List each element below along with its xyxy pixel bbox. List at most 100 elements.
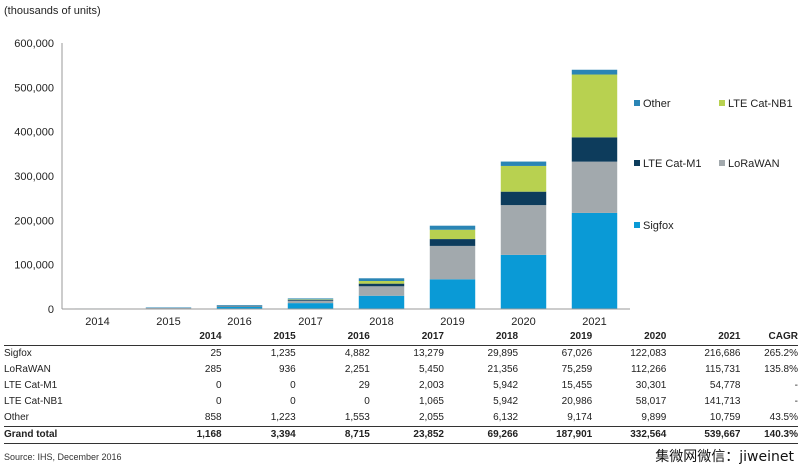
table-cell: 112,266 [630,364,667,375]
table-header-cell: 2020 [592,329,667,346]
x-tick-label: 2015 [156,316,180,328]
bar-segment-other [358,278,405,282]
bar-segment-lorawan [216,305,263,307]
table-cell: 0 [216,380,222,391]
table-cell: 122,083 [630,348,667,359]
y-tick-label: 600,000 [14,38,54,50]
bar-segment-other [145,307,192,309]
legend: Other LTE Cat-NB1 LTE Cat-M1 LoRaWAN Sigfox [634,98,793,232]
y-tick-label: 100,000 [14,260,54,272]
table-cell: 2,003 [418,380,444,391]
table-cell: 67,026 [561,348,593,359]
table-body: Sigfox 25 1,235 4,882 13,279 29,895 67,026 122,… [4,346,798,444]
bar-segment-lorawan [358,286,405,296]
bar-segment-sigfox [429,279,476,309]
table-header-cell: 2015 [221,329,296,346]
bar-segment-other [500,161,547,166]
table-cagr-cell: - [794,380,798,391]
table-cell: 58,017 [635,396,667,407]
table-cell: 30,301 [635,380,667,391]
x-tick-label: 2021 [582,316,606,328]
table-cell: 1,235 [270,348,296,359]
table-row: Sigfox 25 1,235 4,882 13,279 29,895 67,026 122,… [4,346,798,363]
y-tick-label: 0 [48,304,54,316]
table-cell: 9,899 [641,412,667,423]
bar-segment-sigfox [358,295,405,309]
legend-swatch [634,100,640,106]
table-row: LoRaWAN 285 936 2,251 5,450 21,356 75,259 112,2… [4,362,798,378]
bar-segment-lte-cat-m1 [429,239,476,246]
table-cell: 69,266 [443,426,519,444]
bar-segment-sigfox [500,254,547,309]
table-cell: 25 [210,348,222,359]
data-table: 2014 2015 2016 2017 2018 2019 2020 2021 CAGR Sig… [4,329,798,444]
table-cell: 0 [364,396,370,407]
table-cell: 23,852 [369,426,444,444]
y-tick-label: 500,000 [14,82,54,94]
table-cell: 1,065 [418,396,444,407]
table-cell: 8,715 [295,426,370,444]
bar-segment-lte-cat-nb1 [429,229,476,240]
watermark: 集微网微信：jiweinet [653,446,796,466]
table-row-label: LTE Cat-M1 [4,380,58,391]
legend-label: Sigfox [643,220,674,232]
table-cell: 54,778 [709,380,741,391]
table-cell: 21,356 [487,364,519,375]
table-cell: 141,713 [704,396,741,407]
y-tick-label: 300,000 [14,171,54,183]
bar-segment-sigfox [287,303,334,309]
legend-swatch [719,100,725,106]
x-tick-label: 2017 [298,316,322,328]
x-tick-label: 2014 [85,316,109,328]
table-cell: 20,986 [561,396,593,407]
table-cell: 3,394 [221,426,296,444]
table-header-cell: 2019 [518,329,593,346]
table-cagr-cell: 43.5% [769,412,798,423]
table-cell: 1,553 [344,412,370,423]
table-row: Other 858 1,223 1,553 2,055 6,132 9,174 9,899 10… [4,410,798,427]
x-tick-label: 2020 [511,316,535,328]
table-cagr-cell: 265.2% [764,348,798,359]
bar-segment-other [571,69,618,75]
table-cell: 6,132 [493,412,519,423]
table-cell: 5,450 [418,364,444,375]
table-cell: 332,564 [592,426,667,444]
bar-segment-lorawan [429,245,476,280]
table-cell: 13,279 [413,348,444,359]
table-header-cell: 2021 [666,329,741,346]
stacked-bar-chart: (thousands of units) 0 100,000 200,000 300,… [4,5,793,328]
table-cell: 285 [204,364,222,375]
bars [74,69,618,310]
table-cell: 858 [204,412,222,423]
table-cell: 0 [290,380,296,391]
table-cell: 2,055 [418,412,444,423]
table-cagr-cell: 135.8% [764,364,798,375]
table-header-row: 2014 2015 2016 2017 2018 2019 2020 2021 CAGR [4,329,798,346]
bar-segment-lte-cat-nb1 [571,74,618,138]
table-cell: 1,223 [270,412,296,423]
table-cell: 75,259 [561,364,593,375]
table-row-label: Other [4,412,30,423]
table-cell: 10,759 [709,412,741,423]
bar-segment-lte-cat-nb1 [358,281,405,284]
table-header-cell: CAGR [740,329,798,346]
table-cell: 5,942 [493,380,519,391]
bar-segment-lte-cat-nb1 [287,299,334,300]
x-axis: 2014 2015 2016 2017 2018 2019 2020 2021 [62,308,630,328]
legend-swatch [634,160,640,166]
bar-segment-other [216,305,263,306]
legend-swatch [719,160,725,166]
source-note: Source: IHS, December 2016 [4,452,122,462]
table-row-label: Sigfox [4,348,32,359]
table-header-cell: 2016 [295,329,370,346]
bar-segment-lorawan [145,308,192,309]
table-header-cell: 2017 [369,329,444,346]
bar-segment-lte-cat-m1 [358,283,405,287]
table-row: LTE Cat-M1 0 0 29 2,003 5,942 15,455 30,301 54,7… [4,378,798,394]
x-tick-label: 2016 [227,316,251,328]
table-total-row: Grand total 1,168 3,394 8,715 23,852 69,266 18… [4,426,798,444]
table-row: LTE Cat-NB1 0 0 0 1,065 5,942 20,986 58,017 141,… [4,394,798,410]
unit-label: (thousands of units) [4,5,101,17]
table-cell: 539,667 [666,426,741,444]
legend-label: Other [643,98,671,110]
